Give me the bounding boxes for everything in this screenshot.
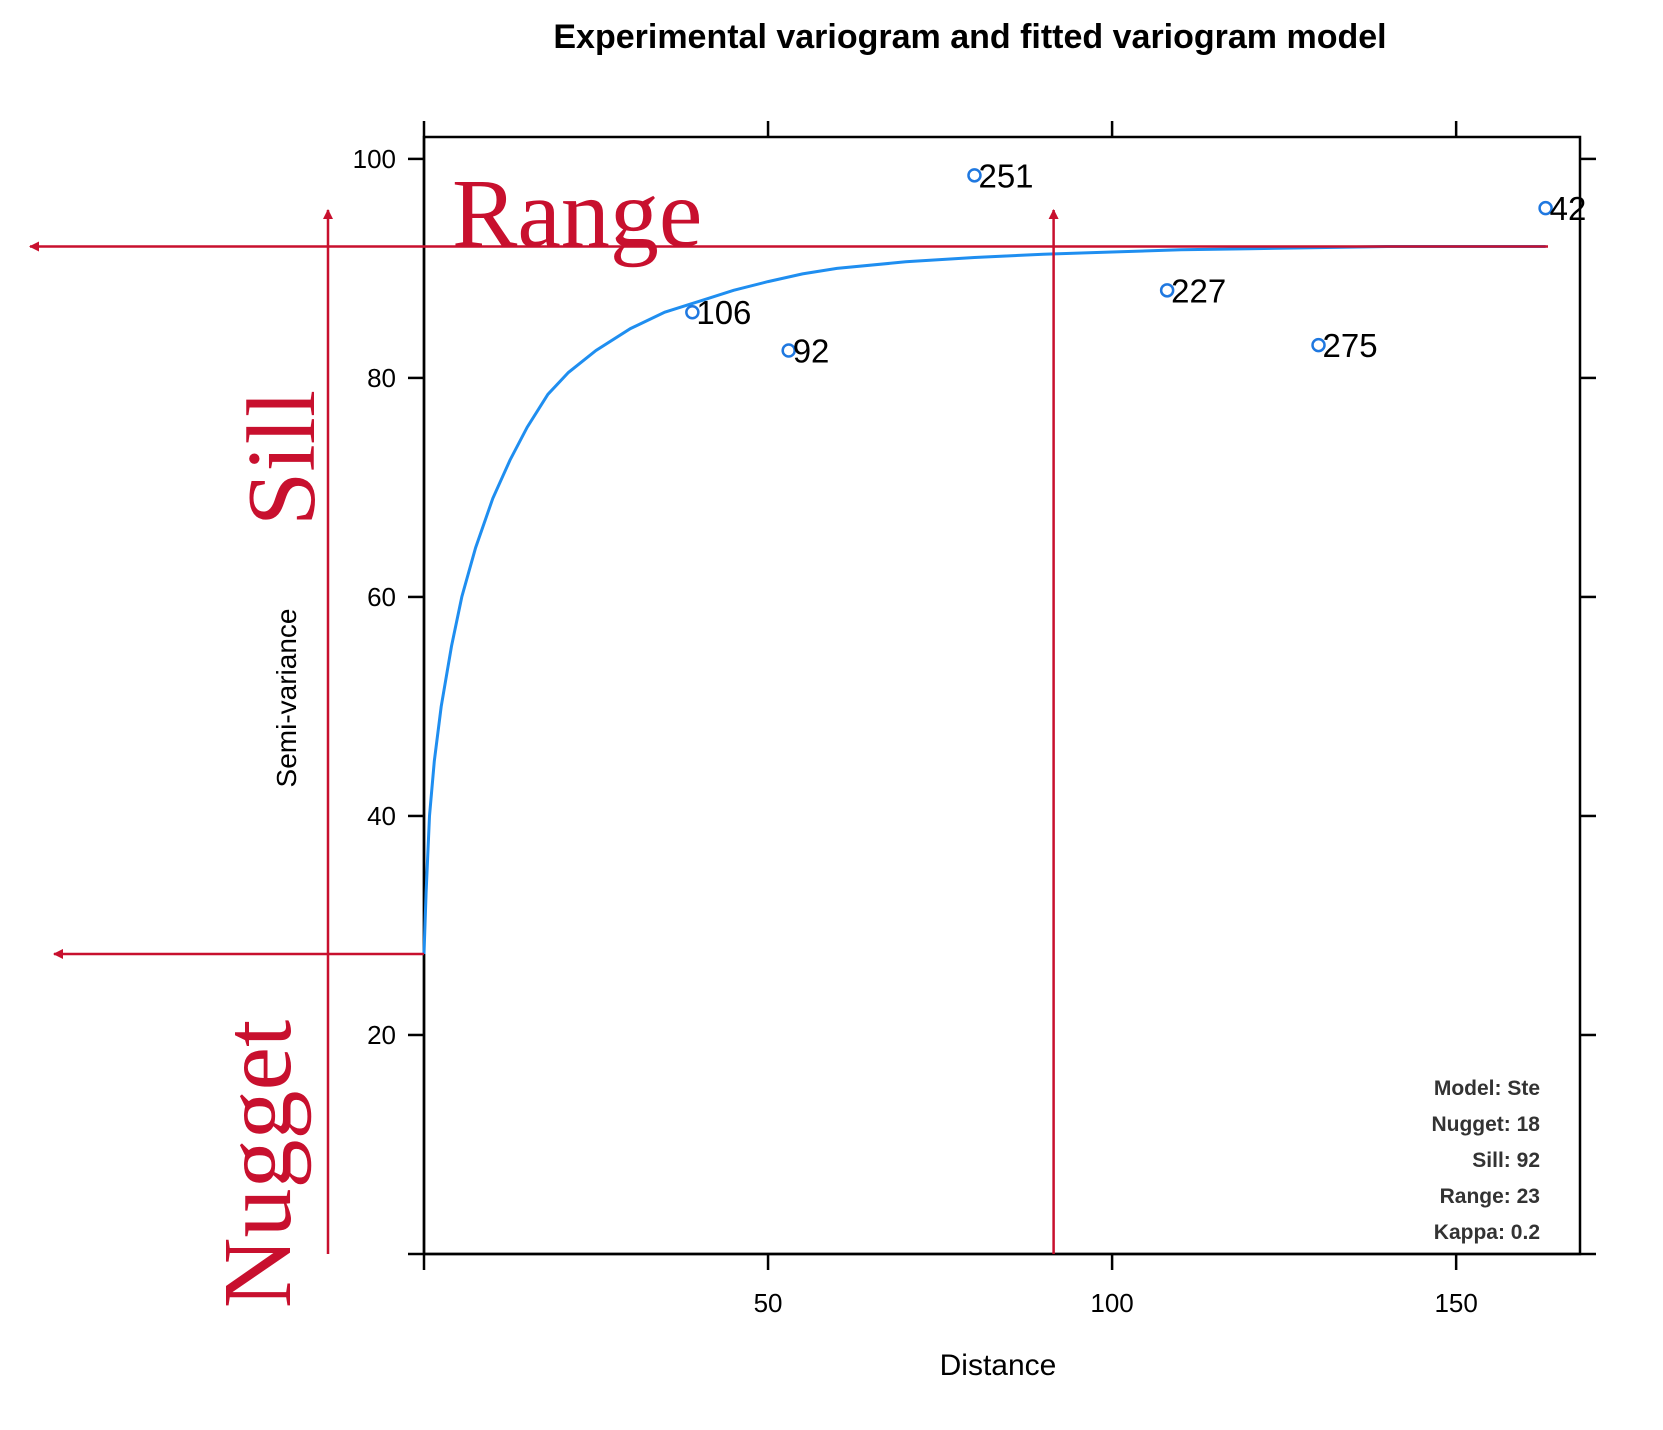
data-point — [1159, 283, 1175, 298]
data-point — [967, 168, 982, 183]
x-tick-label: 50 — [754, 1288, 783, 1318]
point-count-label: 42 — [1550, 190, 1587, 227]
data-point — [1311, 337, 1326, 353]
x-tick-label: 100 — [1090, 1288, 1133, 1318]
model-info-line: Range: 23 — [1440, 1185, 1540, 1208]
range-annotation-label: Range — [452, 160, 702, 268]
y-tick-label: 100 — [353, 144, 396, 174]
x-axis-ticks: 50 100 150 — [408, 121, 1596, 1318]
y-tick-label: 80 — [367, 363, 396, 393]
y-axis-label: Semi-variance — [271, 609, 302, 788]
data-point — [1538, 200, 1553, 216]
experimental-points: 106 92 251 227 275 42 — [685, 157, 1587, 370]
data-point — [781, 343, 796, 358]
point-count-label: 227 — [1171, 272, 1226, 309]
y-axis-ticks: 20 40 60 80 100 — [353, 121, 1596, 1270]
y-tick-label: 60 — [367, 582, 396, 612]
annotation-layer: Range Sill Nugget — [29, 160, 1548, 1309]
point-count-label: 92 — [793, 333, 830, 370]
nugget-annotation-label: Nugget — [204, 1020, 312, 1309]
sill-annotation-label: Sill — [228, 390, 336, 526]
point-count-label: 251 — [978, 157, 1033, 194]
model-info-line: Nugget: 18 — [1431, 1113, 1540, 1136]
model-info-line: Sill: 92 — [1472, 1149, 1540, 1172]
data-point — [685, 304, 700, 320]
model-info-legend: Model: Ste Nugget: 18 Sill: 92 Range: 23 Kap… — [1431, 1077, 1540, 1244]
model-info-line: Model: Ste — [1434, 1077, 1540, 1100]
model-info-line: Kappa: 0.2 — [1434, 1221, 1540, 1244]
fitted-model-curve — [422, 245, 1546, 954]
y-tick-label: 20 — [367, 1020, 396, 1050]
point-count-label: 106 — [696, 294, 751, 331]
y-tick-label: 40 — [367, 801, 396, 831]
plot-frame — [422, 135, 1582, 1256]
x-axis-label: Distance — [940, 1349, 1057, 1382]
chart-title: Experimental variogram and fitted variog… — [553, 18, 1386, 56]
point-count-label: 275 — [1323, 327, 1378, 364]
x-tick-label: 150 — [1434, 1288, 1477, 1318]
